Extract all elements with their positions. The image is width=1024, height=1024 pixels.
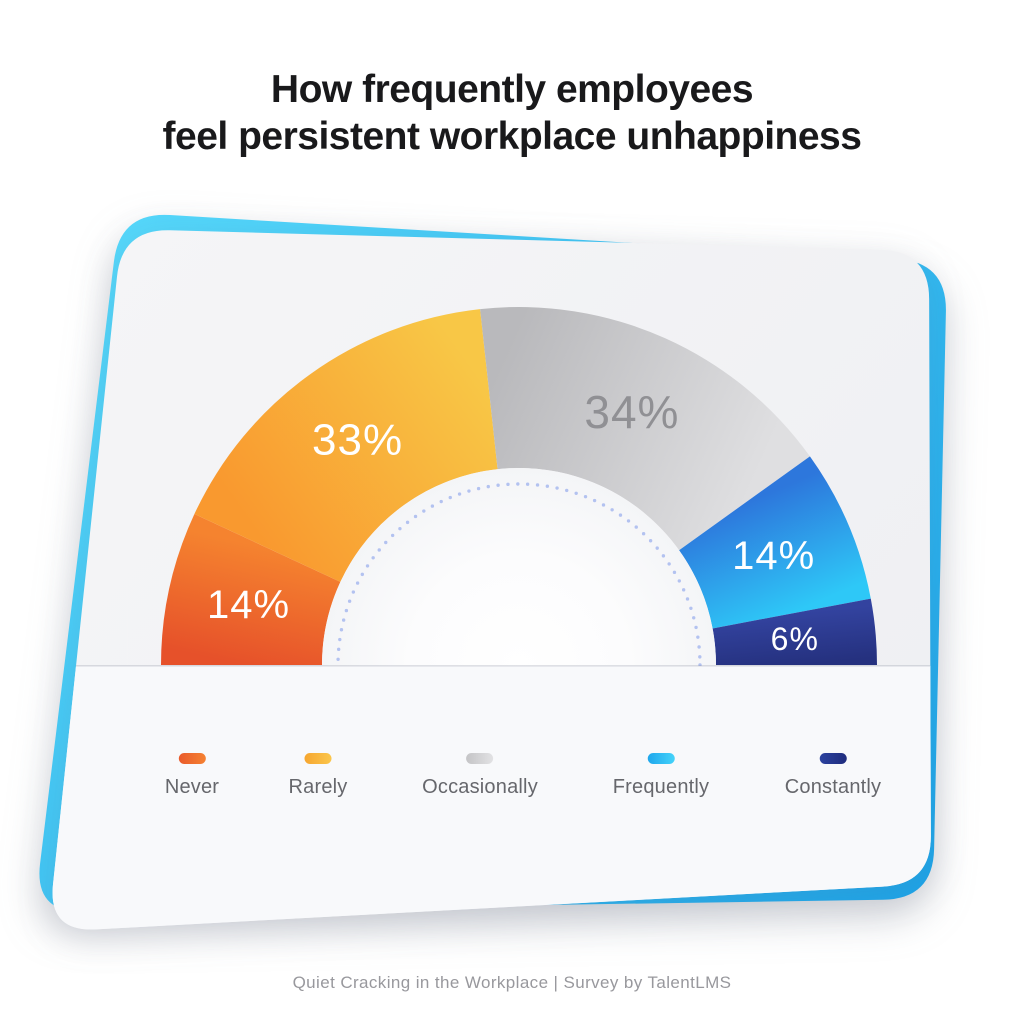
legend-label-rarely: Rarely (288, 776, 348, 798)
gauge-label-occasionally: 34% (584, 386, 679, 438)
title-line-1: How frequently employees (270, 68, 754, 111)
legend-swatch-never (178, 753, 206, 764)
legend-item-never: Never (165, 753, 219, 799)
gauge-segment-constantly (712, 598, 877, 665)
legend-label-frequently: Frequently (612, 776, 710, 798)
legend-label-constantly: Constantly (784, 776, 882, 798)
gauge-label-frequently: 14% (732, 534, 815, 578)
gauge-segment-occasionally (480, 307, 810, 551)
title-line-2: feel persistent workplace unhappiness (162, 115, 862, 158)
card-lower-face (52, 666, 931, 930)
legend-item-constantly: Constantly (785, 753, 882, 799)
chart-title: How frequently employees feel persistent… (0, 66, 1024, 160)
legend-swatch-occasionally (466, 753, 494, 764)
gauge-segment-frequently (679, 456, 871, 629)
legend-label-occasionally: Occasionally (422, 776, 538, 798)
dotted-ring (336, 482, 702, 848)
legend-item-frequently: Frequently (613, 753, 710, 799)
gauge-segment-never (161, 513, 341, 665)
legend-swatch-constantly (819, 753, 847, 764)
legend-item-rarely: Rarely (289, 753, 348, 799)
gauge-segment-rarely (194, 309, 498, 582)
legend-swatch-frequently (647, 753, 675, 764)
gauge-label-constantly: 6% (771, 621, 819, 657)
legend-item-occasionally: Occasionally (422, 753, 538, 799)
legend-label-never: Never (164, 776, 220, 798)
legend-swatch-rarely (304, 753, 332, 764)
gauge-label-rarely: 33% (312, 415, 403, 464)
source-caption: Quiet Cracking in the Workplace | Survey… (292, 973, 732, 992)
gauge: 14% 33% 34% 14% 6% (161, 307, 877, 862)
gauge-label-never: 14% (207, 583, 290, 627)
